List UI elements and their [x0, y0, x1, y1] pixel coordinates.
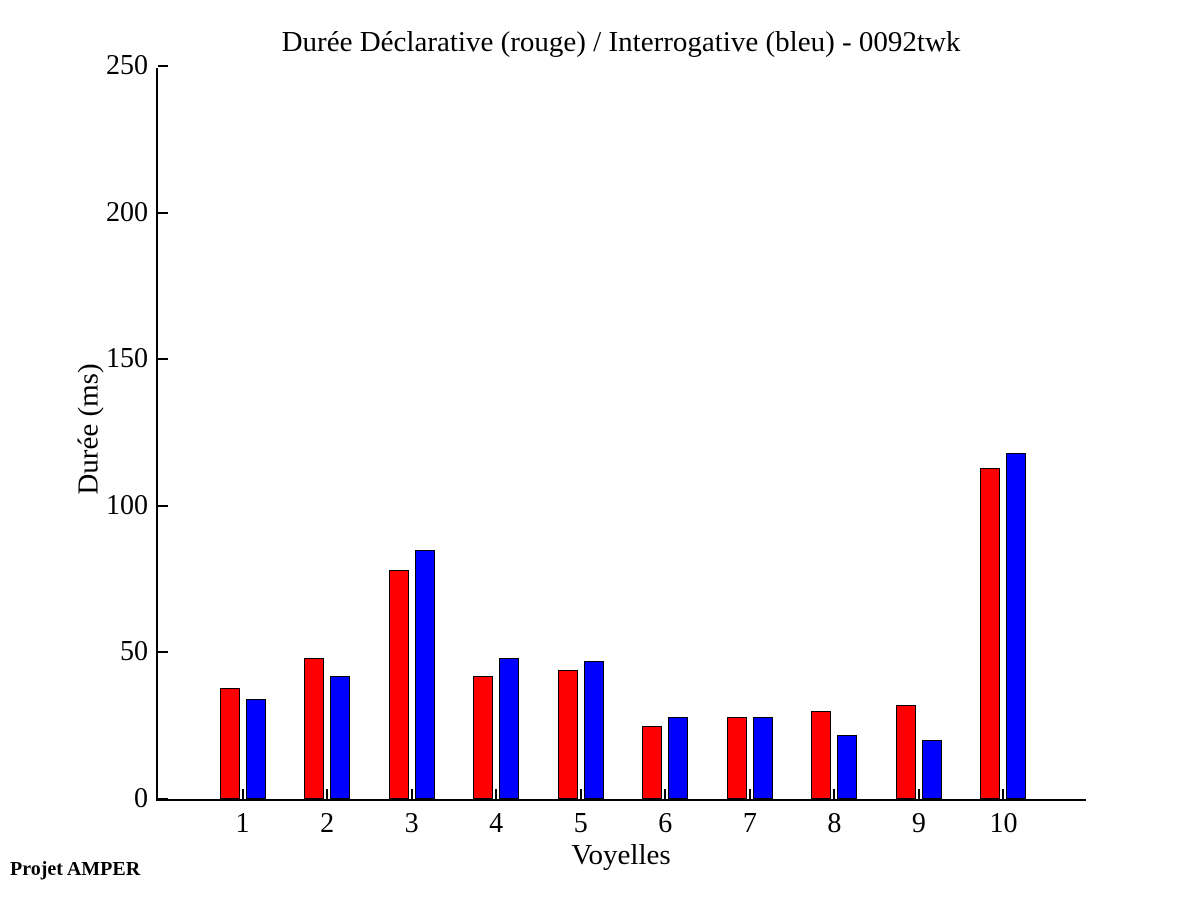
x-tick	[748, 789, 751, 799]
y-tick-label: 200	[106, 196, 148, 228]
footer-project-label: Projet AMPER	[10, 858, 141, 880]
bar-interrogative-3	[414, 549, 435, 799]
bar-interrogative-7	[752, 716, 773, 799]
x-tick-label: 6	[658, 808, 673, 839]
bar-interrogative-4	[499, 658, 520, 799]
bar-declarative-6	[642, 725, 663, 799]
plot-area: 0 50 100 150 200 250 1 2 3 4 5 6 7 8 9 10	[106, 52, 1086, 838]
x-tick	[917, 789, 920, 799]
bar-interrogative-8	[837, 734, 858, 799]
x-tick	[1002, 789, 1005, 799]
bar-interrogative-6	[668, 716, 689, 799]
x-tick-label: 1	[235, 808, 250, 839]
y-tick-label: 50	[120, 636, 148, 668]
x-tick	[326, 789, 329, 799]
bar-interrogative-5	[583, 661, 604, 799]
bar-declarative-8	[811, 711, 832, 799]
bar-interrogative-2	[330, 675, 351, 799]
bar-declarative-7	[726, 716, 747, 799]
bar-declarative-1	[219, 687, 240, 799]
y-tick-label: 150	[106, 343, 148, 375]
bar-declarative-10	[980, 467, 1001, 799]
y-tick-label: 100	[106, 489, 148, 521]
x-tick	[579, 789, 582, 799]
x-tick-label: 3	[404, 808, 419, 839]
y-tick	[158, 358, 168, 361]
y-tick-label: 0	[134, 783, 148, 814]
y-tick	[158, 211, 168, 214]
bar-declarative-9	[895, 705, 916, 799]
x-tick-label: 8	[827, 808, 842, 839]
y-tick	[158, 798, 168, 800]
x-tick	[241, 789, 244, 799]
x-tick-label: 9	[911, 808, 926, 839]
x-tick-label: 5	[573, 808, 588, 839]
bar-declarative-2	[304, 658, 325, 799]
x-tick	[495, 789, 498, 799]
x-tick-label: 4	[489, 808, 504, 839]
bar-declarative-3	[388, 570, 409, 799]
x-tick	[664, 789, 667, 799]
x-axis-label: Voyelles	[571, 839, 671, 871]
y-tick	[158, 504, 168, 507]
bar-interrogative-10	[1006, 453, 1027, 799]
x-tick	[833, 789, 836, 799]
y-axis-label: Durée (ms)	[72, 363, 105, 495]
bar-declarative-4	[473, 675, 494, 799]
x-tick-label: 10	[989, 808, 1018, 839]
x-tick-label: 7	[742, 808, 757, 839]
chart-title: Durée Déclarative (rouge) / Interrogativ…	[281, 26, 961, 58]
bar-declarative-5	[557, 670, 578, 799]
bar-interrogative-1	[245, 699, 266, 799]
y-tick	[158, 651, 168, 654]
bar-interrogative-9	[921, 740, 942, 799]
y-tick-label: 250	[106, 50, 148, 81]
x-tick-label: 2	[320, 808, 335, 839]
x-tick	[410, 789, 413, 799]
y-tick	[158, 65, 168, 67]
